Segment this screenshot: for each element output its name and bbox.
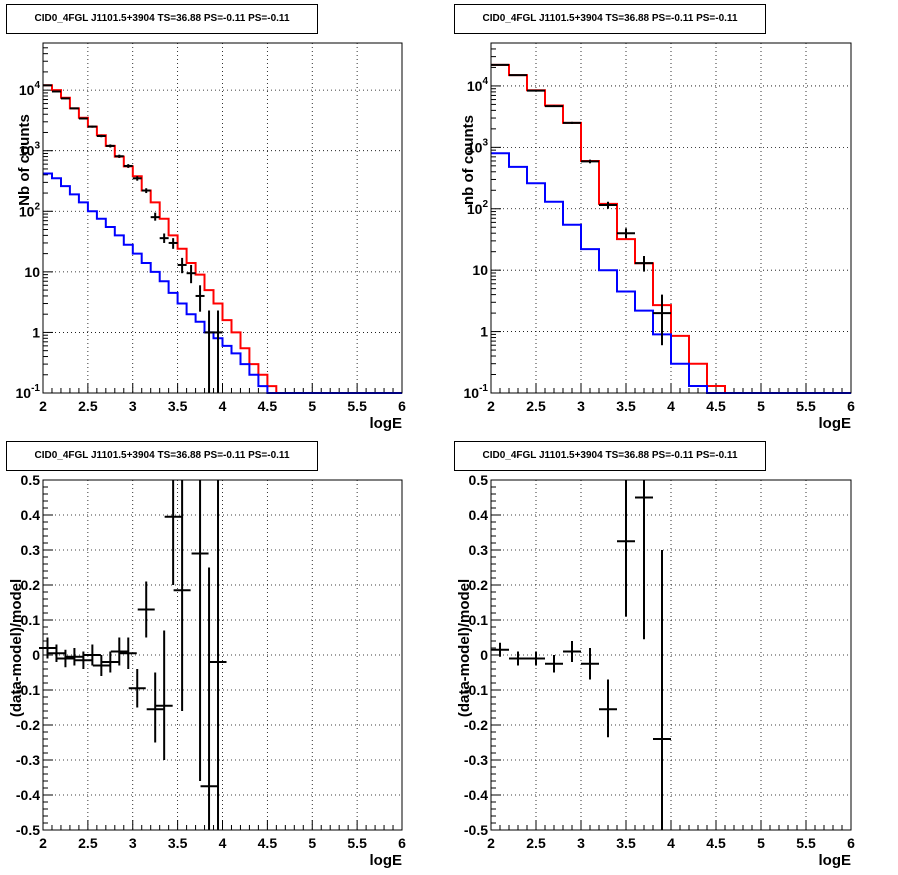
x-tick-label: 5.5	[347, 398, 367, 414]
x-tick-label: 5	[308, 835, 316, 851]
x-axis-label: logE	[819, 415, 852, 432]
y-tick-label: 10	[24, 264, 40, 280]
x-tick-label: 6	[398, 835, 406, 851]
x-tick-label: 3	[129, 835, 137, 851]
x-tick-label: 5.5	[796, 835, 816, 851]
y-axis-label: nb of counts	[460, 115, 477, 205]
plot-frame	[42, 42, 403, 394]
y-tick-label: -0.1	[464, 682, 488, 698]
x-axis-label: logE	[370, 852, 403, 869]
x-tick-label: 5	[308, 398, 316, 414]
x-tick-label: 4	[219, 398, 227, 414]
y-tick-label: 104	[467, 76, 489, 94]
y-tick-label: 1	[480, 324, 488, 340]
y-tick-label: 103	[19, 141, 41, 159]
plot-frame	[490, 42, 852, 394]
y-tick-label: 0.2	[21, 577, 41, 593]
y-tick-label: 0.1	[21, 612, 41, 628]
y-tick-label: 10-1	[16, 383, 41, 401]
x-tick-label: 2.5	[78, 835, 98, 851]
x-tick-label: 2	[39, 835, 47, 851]
x-tick-label: 6	[847, 835, 855, 851]
x-tick-label: 6	[847, 398, 855, 414]
x-tick-label: 2	[487, 835, 495, 851]
y-tick-label: 0.4	[469, 507, 489, 523]
x-tick-label: 5.5	[796, 398, 816, 414]
x-tick-label: 4	[667, 398, 675, 414]
x-axis-label: logE	[370, 415, 403, 432]
y-tick-label: 0	[480, 647, 488, 663]
x-tick-label: 2	[487, 398, 495, 414]
x-tick-label: 3	[577, 835, 585, 851]
y-tick-label: -0.4	[464, 787, 488, 803]
x-tick-label: 3.5	[616, 398, 636, 414]
chart-2: 2 2.5 3 3.5 4 4.5 5 5.5 6 -0.5 -0.4 -0.3 -0.2 -0.1 0 0.…	[8, 472, 406, 869]
x-tick-label: 5	[757, 835, 765, 851]
y-tick-label: -0.3	[464, 752, 488, 768]
y-tick-label: -0.2	[16, 717, 40, 733]
y-tick-label: 104	[19, 80, 41, 98]
plot-frame	[42, 479, 403, 831]
y-tick-label: -0.4	[16, 787, 40, 803]
x-tick-label: 3	[577, 398, 585, 414]
y-tick-label: 10	[472, 262, 488, 278]
plot-title-top-left: CID0_4FGL J1101.5+3904 TS=36.88 PS=-0.11…	[6, 4, 318, 34]
x-tick-label: 5.5	[347, 835, 367, 851]
y-tick-label: 0.4	[21, 507, 41, 523]
chart-3: 2 2.5 3 3.5 4 4.5 5 5.5 6 -0.5 -0.4 -0.3 -0.2 -0.1 0 0.…	[456, 472, 855, 869]
y-tick-label: -0.5	[464, 822, 488, 838]
plot-frame	[490, 479, 852, 831]
x-tick-label: 3.5	[616, 835, 636, 851]
x-axis-label: logE	[819, 852, 852, 869]
y-tick-label: 0	[32, 647, 40, 663]
y-tick-label: 0.1	[469, 612, 489, 628]
x-tick-label: 4.5	[258, 398, 278, 414]
x-tick-label: 2	[39, 398, 47, 414]
x-tick-label: 4.5	[258, 835, 278, 851]
y-tick-label: 0.5	[21, 472, 41, 488]
y-tick-label: 0.5	[469, 472, 489, 488]
x-tick-label: 4	[667, 835, 675, 851]
x-tick-label: 2.5	[78, 398, 98, 414]
y-axis-label: (data-model)/model	[8, 579, 25, 717]
chart-1: 2 2.5 3 3.5 4 4.5 5 5.5 6 10-1 1 10 102 103 104 logE nb …	[460, 42, 855, 432]
x-tick-label: 6	[398, 398, 406, 414]
x-tick-label: 2.5	[526, 835, 546, 851]
x-tick-label: 5	[757, 398, 765, 414]
y-tick-label: 0.3	[469, 542, 489, 558]
y-tick-label: 102	[19, 201, 41, 219]
y-axis-label: (data-model)/model	[456, 579, 473, 717]
y-tick-label: 1	[32, 324, 40, 340]
y-tick-label: -0.5	[16, 822, 40, 838]
y-tick-label: -0.2	[464, 717, 488, 733]
y-tick-label: 102	[467, 199, 489, 217]
y-tick-label: 10-1	[464, 383, 489, 401]
x-tick-label: 3.5	[168, 835, 188, 851]
x-tick-label: 2.5	[526, 398, 546, 414]
y-tick-label: -0.1	[16, 682, 40, 698]
plot-title-bottom-left: CID0_4FGL J1101.5+3904 TS=36.88 PS=-0.11…	[6, 441, 318, 471]
plot-title-top-right: CID0_4FGL J1101.5+3904 TS=36.88 PS=-0.11…	[454, 4, 766, 34]
x-tick-label: 3.5	[168, 398, 188, 414]
x-tick-label: 4.5	[706, 835, 726, 851]
y-tick-label: -0.3	[16, 752, 40, 768]
plot-title-bottom-right: CID0_4FGL J1101.5+3904 TS=36.88 PS=-0.11…	[454, 441, 766, 471]
y-axis-label: Nb of counts	[16, 114, 33, 206]
source_model-histogram	[491, 152, 851, 394]
y-tick-label: 0.2	[469, 577, 489, 593]
x-tick-label: 4	[219, 835, 227, 851]
chart-0: 2 2.5 3 3.5 4 4.5 5 5.5 6 10-1 1 10 102 103 104 logE Nb …	[16, 42, 406, 432]
y-tick-label: 103	[467, 137, 489, 155]
x-tick-label: 3	[129, 398, 137, 414]
y-tick-label: 0.3	[21, 542, 41, 558]
x-tick-label: 4.5	[706, 398, 726, 414]
